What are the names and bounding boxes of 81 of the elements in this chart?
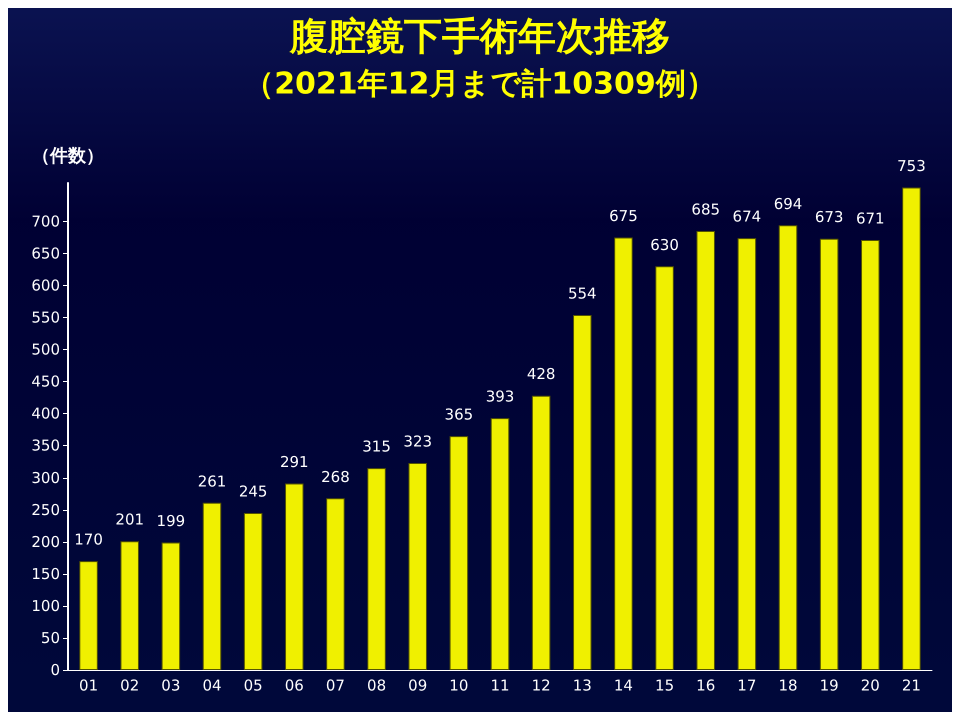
bar — [79, 561, 98, 670]
x-tick-label: 04 — [202, 676, 222, 694]
x-tick-label: 18 — [778, 676, 798, 694]
y-tick-label: 150 — [31, 564, 60, 583]
y-tick-label: 200 — [31, 532, 60, 551]
chart-subtitle: （2021年12月まで計10309例） — [244, 66, 716, 102]
x-tick-label: 03 — [161, 676, 180, 694]
data-label: 201 — [115, 510, 144, 529]
x-tick-label: 20 — [860, 676, 880, 694]
data-label: 428 — [526, 365, 556, 384]
data-label: 753 — [897, 156, 926, 175]
y-tick-label: 50 — [40, 628, 60, 647]
data-label: 674 — [732, 208, 762, 226]
data-label: 393 — [486, 388, 514, 406]
y-tick-label: 250 — [31, 500, 60, 519]
y-tick-label: 0 — [50, 661, 60, 679]
y-axis-title: （件数） — [32, 146, 104, 166]
data-label: 170 — [74, 530, 103, 549]
x-tick-label: 12 — [532, 676, 551, 694]
y-tick-label: 650 — [31, 244, 60, 262]
bar — [820, 238, 838, 670]
bar — [614, 237, 633, 670]
data-label: 323 — [403, 432, 432, 451]
data-label: 554 — [568, 284, 597, 303]
x-tick-label: 06 — [284, 676, 304, 694]
bar — [532, 396, 550, 670]
data-label: 671 — [856, 210, 885, 228]
x-tick-label: 17 — [737, 676, 756, 694]
x-tick-label: 13 — [572, 676, 592, 694]
bar — [285, 484, 304, 670]
x-tick-label: 21 — [902, 676, 921, 694]
bar — [202, 502, 222, 670]
data-label: 315 — [362, 438, 391, 456]
bar — [244, 513, 262, 670]
y-tick-label: 400 — [31, 404, 60, 423]
bar — [655, 266, 674, 670]
data-label: 694 — [774, 194, 802, 213]
bar — [326, 498, 345, 670]
bar — [861, 240, 880, 670]
bar — [738, 238, 756, 670]
y-tick-label: 450 — [31, 372, 60, 391]
data-label: 630 — [650, 236, 679, 254]
data-label: 268 — [321, 468, 350, 486]
x-tick-label: 15 — [655, 676, 674, 694]
data-label: 199 — [156, 512, 186, 530]
x-tick-label: 08 — [367, 676, 386, 694]
y-tick-label: 600 — [31, 276, 60, 295]
y-tick-label: 700 — [31, 212, 60, 230]
data-label: 675 — [609, 206, 638, 225]
y-tick-label: 100 — [31, 596, 60, 615]
x-tick-label: 09 — [408, 676, 428, 694]
data-label: 673 — [814, 208, 844, 226]
y-tick-label: 500 — [31, 340, 60, 359]
bar — [450, 436, 468, 670]
x-tick-label: 11 — [490, 676, 510, 694]
x-tick-label: 01 — [79, 676, 98, 694]
data-label: 291 — [280, 453, 309, 472]
bar — [902, 187, 921, 670]
x-tick-label: 07 — [326, 676, 345, 694]
bar — [120, 541, 139, 670]
chart-title: 腹腔鏡下手術年次推移 — [289, 14, 670, 58]
bar — [408, 463, 427, 670]
x-tick-label: 16 — [696, 676, 716, 694]
bar — [778, 225, 798, 670]
bar — [490, 418, 510, 670]
data-label: 685 — [691, 200, 720, 219]
x-tick-label: 10 — [449, 676, 468, 694]
data-label: 261 — [198, 472, 226, 490]
bar — [162, 542, 180, 670]
x-tick-label: 02 — [120, 676, 140, 694]
x-tick-label: 14 — [614, 676, 633, 694]
x-tick-label: 19 — [820, 676, 839, 694]
bar — [573, 315, 592, 670]
data-label: 365 — [444, 406, 474, 424]
bar — [696, 231, 715, 670]
y-tick-label: 300 — [31, 468, 60, 487]
bar — [367, 468, 386, 670]
y-tick-label: 550 — [31, 308, 60, 327]
x-tick-label: 05 — [244, 676, 263, 694]
data-label: 245 — [238, 482, 268, 501]
y-tick-label: 350 — [31, 436, 60, 455]
